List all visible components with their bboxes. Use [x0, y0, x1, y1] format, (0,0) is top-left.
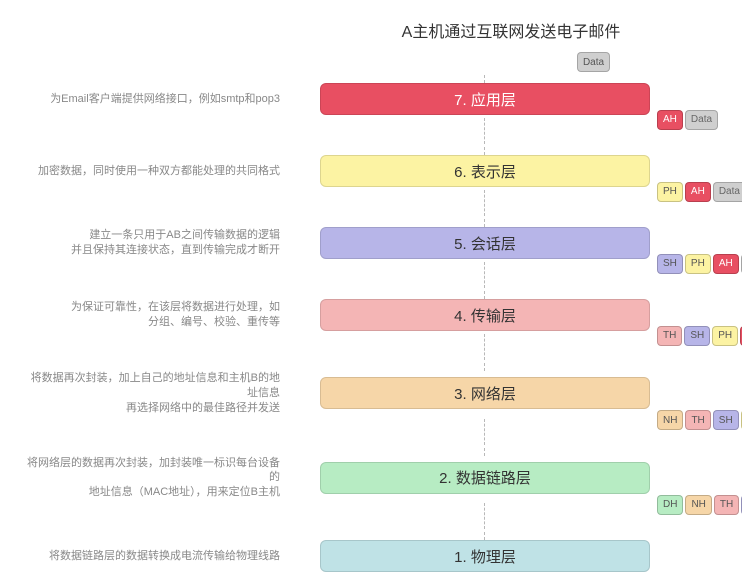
layer-row-l3: 将数据再次封装，加上自己的地址信息和主机B的地址信息再选择网络中的最佳路径并发送… [20, 371, 722, 456]
segment-data: Data [685, 110, 718, 130]
packet-line: AHData [20, 118, 720, 144]
segment-data: Data [713, 182, 742, 202]
encapsulated-packet: NHTHSHPHAHData [657, 410, 742, 430]
layer-description: 建立一条只用于AB之间传输数据的逻辑并且保持其连接状态，直到传输完成才断开 [20, 228, 320, 258]
packet-line: SHPHAHData [20, 262, 742, 288]
segment-ph: PH [685, 254, 711, 274]
segment-nh: NH [657, 410, 683, 430]
layer-row-l7: 为Email客户端提供网络接口，例如smtp和pop37. 应用层 AHData [20, 83, 722, 155]
segment-ah: AH [713, 254, 739, 274]
layer-block-l6: 6. 表示层 [320, 155, 650, 187]
layer-row-l5: 建立一条只用于AB之间传输数据的逻辑并且保持其连接状态，直到传输完成才断开5. … [20, 227, 722, 299]
diagram-title: A主机通过互联网发送电子邮件 [20, 18, 722, 42]
segment-ph: PH [657, 182, 683, 202]
layer-block-l4: 4. 传输层 [320, 299, 650, 331]
layer-block-l2: 2. 数据链路层 [320, 462, 650, 494]
segment-th: TH [685, 410, 710, 430]
encapsulated-packet: SHPHAHData [657, 254, 742, 274]
layer-row-l2: 将网络层的数据再次封装，加封装唯一标识每台设备的地址信息（MAC地址），用来定位… [20, 456, 722, 541]
segment-ah: AH [657, 110, 683, 130]
layer-description: 加密数据，同时使用一种双方都能处理的共同格式 [20, 164, 320, 179]
layer-description: 将数据链路层的数据转换成电流传输给物理线路 [20, 549, 320, 564]
layer-block-l7: 7. 应用层 [320, 83, 650, 115]
packet-line: NHTHSHPHAHData [20, 419, 742, 445]
segment-sh: SH [684, 326, 710, 346]
layer-row-l4: 为保证可靠性，在该层将数据进行处理，如分组、编号、校验、重传等4. 传输层 THS… [20, 299, 722, 371]
layer-description: 为Email客户端提供网络接口，例如smtp和pop3 [20, 92, 320, 107]
layer-row-l6: 加密数据，同时使用一种双方都能处理的共同格式6. 表示层PHAHData [20, 155, 722, 227]
segment-sh: SH [657, 254, 683, 274]
layers-container: 为Email客户端提供网络接口，例如smtp和pop37. 应用层AHData加… [20, 83, 722, 572]
segment-data: Data [577, 52, 610, 72]
layer-description: 将数据再次封装，加上自己的地址信息和主机B的地址信息再选择网络中的最佳路径并发送 [20, 371, 320, 416]
segment-th: TH [714, 495, 739, 515]
layer-block-l1: 1. 物理层 [320, 540, 650, 572]
encapsulated-packet: DHNHTHSHPHAHDataDT [657, 495, 742, 515]
layer-block-l3: 3. 网络层 [320, 377, 650, 409]
layer-description: 为保证可靠性，在该层将数据进行处理，如分组、编号、校验、重传等 [20, 300, 320, 330]
segment-ph: PH [712, 326, 738, 346]
segment-dh: DH [657, 495, 683, 515]
layer-block-l5: 5. 会话层 [320, 227, 650, 259]
initial-data-packet: Data [467, 52, 722, 72]
segment-th: TH [657, 326, 682, 346]
encapsulated-packet: PHAHData [657, 182, 742, 202]
segment-sh: SH [713, 410, 739, 430]
packet-line: PHAHData [20, 190, 742, 216]
layer-description: 将网络层的数据再次封装，加封装唯一标识每台设备的地址信息（MAC地址），用来定位… [20, 456, 320, 501]
layer-row-l1: 将数据链路层的数据转换成电流传输给物理线路1. 物理层 [20, 540, 722, 572]
segment-nh: NH [685, 495, 711, 515]
encapsulated-packet: THSHPHAHData [657, 326, 742, 346]
osi-encapsulation-diagram: A主机通过互联网发送电子邮件 Data 为Email客户端提供网络接口，例如sm… [0, 0, 742, 568]
packet-line: DHNHTHSHPHAHDataDT [20, 503, 742, 529]
segment-ah: AH [685, 182, 711, 202]
encapsulated-packet: AHData [657, 110, 720, 130]
packet-line: THSHPHAHData [20, 334, 742, 360]
